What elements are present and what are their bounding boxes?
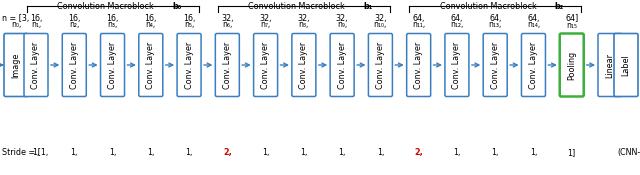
Text: Conv. Layer: Conv. Layer [529,41,538,89]
Text: Convolution Macroblock: Convolution Macroblock [248,2,348,11]
Text: n₁₁,: n₁₁, [412,20,426,30]
Text: 1]: 1] [568,149,576,158]
Text: 64,: 64, [451,13,463,23]
FancyBboxPatch shape [522,33,545,96]
Text: n₁₂,: n₁₂, [451,20,463,30]
Text: 1,: 1, [109,149,116,158]
FancyBboxPatch shape [369,33,392,96]
Text: 32,: 32, [221,13,234,23]
Text: b₁: b₁ [364,2,372,11]
Text: 1,: 1, [70,149,78,158]
Text: n₀,: n₀, [11,20,21,30]
Text: 1,: 1, [492,149,499,158]
Text: Convolution Macroblock: Convolution Macroblock [440,2,539,11]
Text: 64,: 64, [489,13,501,23]
Text: n₁₀,: n₁₀, [374,20,387,30]
Text: 16,: 16, [106,13,119,23]
Text: Linear: Linear [605,52,614,78]
Text: n = [3,: n = [3, [2,13,29,23]
Text: 2,: 2, [223,149,232,158]
Text: 1,: 1, [339,149,346,158]
Text: 64,: 64, [527,13,540,23]
Text: 1,: 1, [453,149,461,158]
FancyBboxPatch shape [24,33,48,96]
Text: b₀: b₀ [172,2,181,11]
Text: 16,: 16, [30,13,42,23]
FancyBboxPatch shape [483,33,507,96]
Text: Label: Label [621,54,630,76]
FancyBboxPatch shape [445,33,469,96]
FancyBboxPatch shape [139,33,163,96]
FancyBboxPatch shape [330,33,354,96]
Text: Pooling: Pooling [567,50,576,80]
Text: 16,: 16, [183,13,195,23]
Text: 32,: 32, [298,13,310,23]
Text: Conv. Layer: Conv. Layer [184,41,193,89]
Text: n₆,: n₆, [222,20,232,30]
Text: 16,: 16, [68,13,81,23]
Text: n₁,: n₁, [31,20,41,30]
Text: 64]: 64] [565,13,579,23]
Text: 1,: 1, [262,149,269,158]
Text: Conv. Layer: Conv. Layer [261,41,270,89]
Text: Stride = [1,: Stride = [1, [2,149,48,158]
Text: 32,: 32, [336,13,348,23]
FancyBboxPatch shape [62,33,86,96]
Text: n₂,: n₂, [69,20,79,30]
Text: n₁₅: n₁₅ [566,20,577,30]
Text: 32,: 32, [374,13,387,23]
Text: n₈,: n₈, [299,20,309,30]
Text: (CNN-All): (CNN-All) [618,149,640,158]
Text: Conv. Layer: Conv. Layer [300,41,308,89]
Text: Conv. Layer: Conv. Layer [338,41,347,89]
Text: n₉,: n₉, [337,20,348,30]
Text: 2,: 2, [414,149,423,158]
Text: n₁₃,: n₁₃, [488,20,502,30]
Text: Convolution Macroblock: Convolution Macroblock [57,2,156,11]
Text: n₅,: n₅, [184,20,195,30]
Text: 1,: 1, [32,149,40,158]
FancyBboxPatch shape [215,33,239,96]
Text: 32,: 32, [259,13,272,23]
FancyBboxPatch shape [406,33,431,96]
Text: Conv. Layer: Conv. Layer [108,41,117,89]
Text: 64,: 64, [412,13,425,23]
FancyBboxPatch shape [177,33,201,96]
FancyBboxPatch shape [100,33,125,96]
FancyBboxPatch shape [560,33,584,96]
Text: n₇,: n₇, [260,20,271,30]
Text: 1,: 1, [530,149,537,158]
Text: n₁₄,: n₁₄, [527,20,540,30]
Text: Conv. Layer: Conv. Layer [223,41,232,89]
Text: n₄,: n₄, [146,20,156,30]
Text: Conv. Layer: Conv. Layer [491,41,500,89]
Text: Conv. Layer: Conv. Layer [70,41,79,89]
Text: b₂: b₂ [555,2,564,11]
FancyBboxPatch shape [614,33,638,96]
FancyBboxPatch shape [598,33,622,96]
Text: Conv. Layer: Conv. Layer [147,41,156,89]
Text: 1,: 1, [186,149,193,158]
Text: 16,: 16, [145,13,157,23]
Text: Conv. Layer: Conv. Layer [376,41,385,89]
Text: Conv. Layer: Conv. Layer [452,41,461,89]
FancyBboxPatch shape [292,33,316,96]
Text: Conv. Layer: Conv. Layer [31,41,40,89]
FancyBboxPatch shape [253,33,278,96]
Text: n₃,: n₃, [108,20,118,30]
Text: 1,: 1, [147,149,154,158]
Text: 1,: 1, [377,149,384,158]
Text: Conv. Layer: Conv. Layer [414,41,423,89]
Text: Image: Image [12,52,20,78]
FancyBboxPatch shape [4,33,28,96]
Text: 1,: 1, [300,149,308,158]
